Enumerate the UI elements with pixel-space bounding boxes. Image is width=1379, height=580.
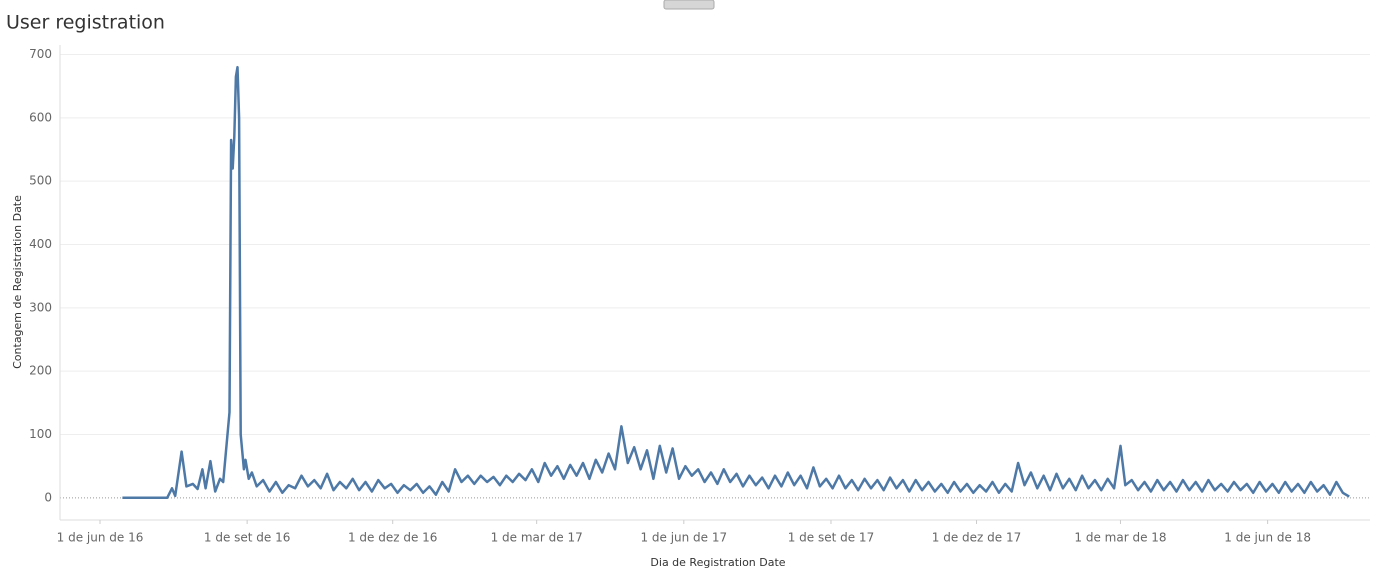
y-tick-label: 600 [29, 110, 52, 124]
drag-handle[interactable] [663, 0, 715, 10]
x-tick-label: 1 de mar de 18 [1074, 531, 1166, 545]
x-tick-label: 1 de jun de 16 [57, 531, 144, 545]
x-tick-label: 1 de set de 16 [204, 531, 291, 545]
y-tick-label: 400 [29, 237, 52, 251]
x-tick-label: 1 de dez de 17 [932, 531, 1021, 545]
y-tick-label: 500 [29, 174, 52, 188]
y-tick-label: 0 [44, 490, 52, 504]
y-tick-label: 200 [29, 364, 52, 378]
x-tick-label: 1 de jun de 17 [640, 531, 727, 545]
y-tick-label: 300 [29, 300, 52, 314]
x-tick-label: 1 de jun de 18 [1224, 531, 1311, 545]
x-tick-label: 1 de set de 17 [788, 531, 875, 545]
y-tick-label: 700 [29, 47, 52, 61]
x-axis-title: Dia de Registration Date [650, 556, 785, 569]
y-axis-title: Contagem de Registration Date [11, 195, 24, 369]
series-line [122, 65, 1350, 500]
y-tick-label: 100 [29, 427, 52, 441]
x-tick-label: 1 de dez de 16 [348, 531, 437, 545]
x-tick-label: 1 de mar de 17 [491, 531, 583, 545]
chart-title: User registration [6, 12, 165, 34]
